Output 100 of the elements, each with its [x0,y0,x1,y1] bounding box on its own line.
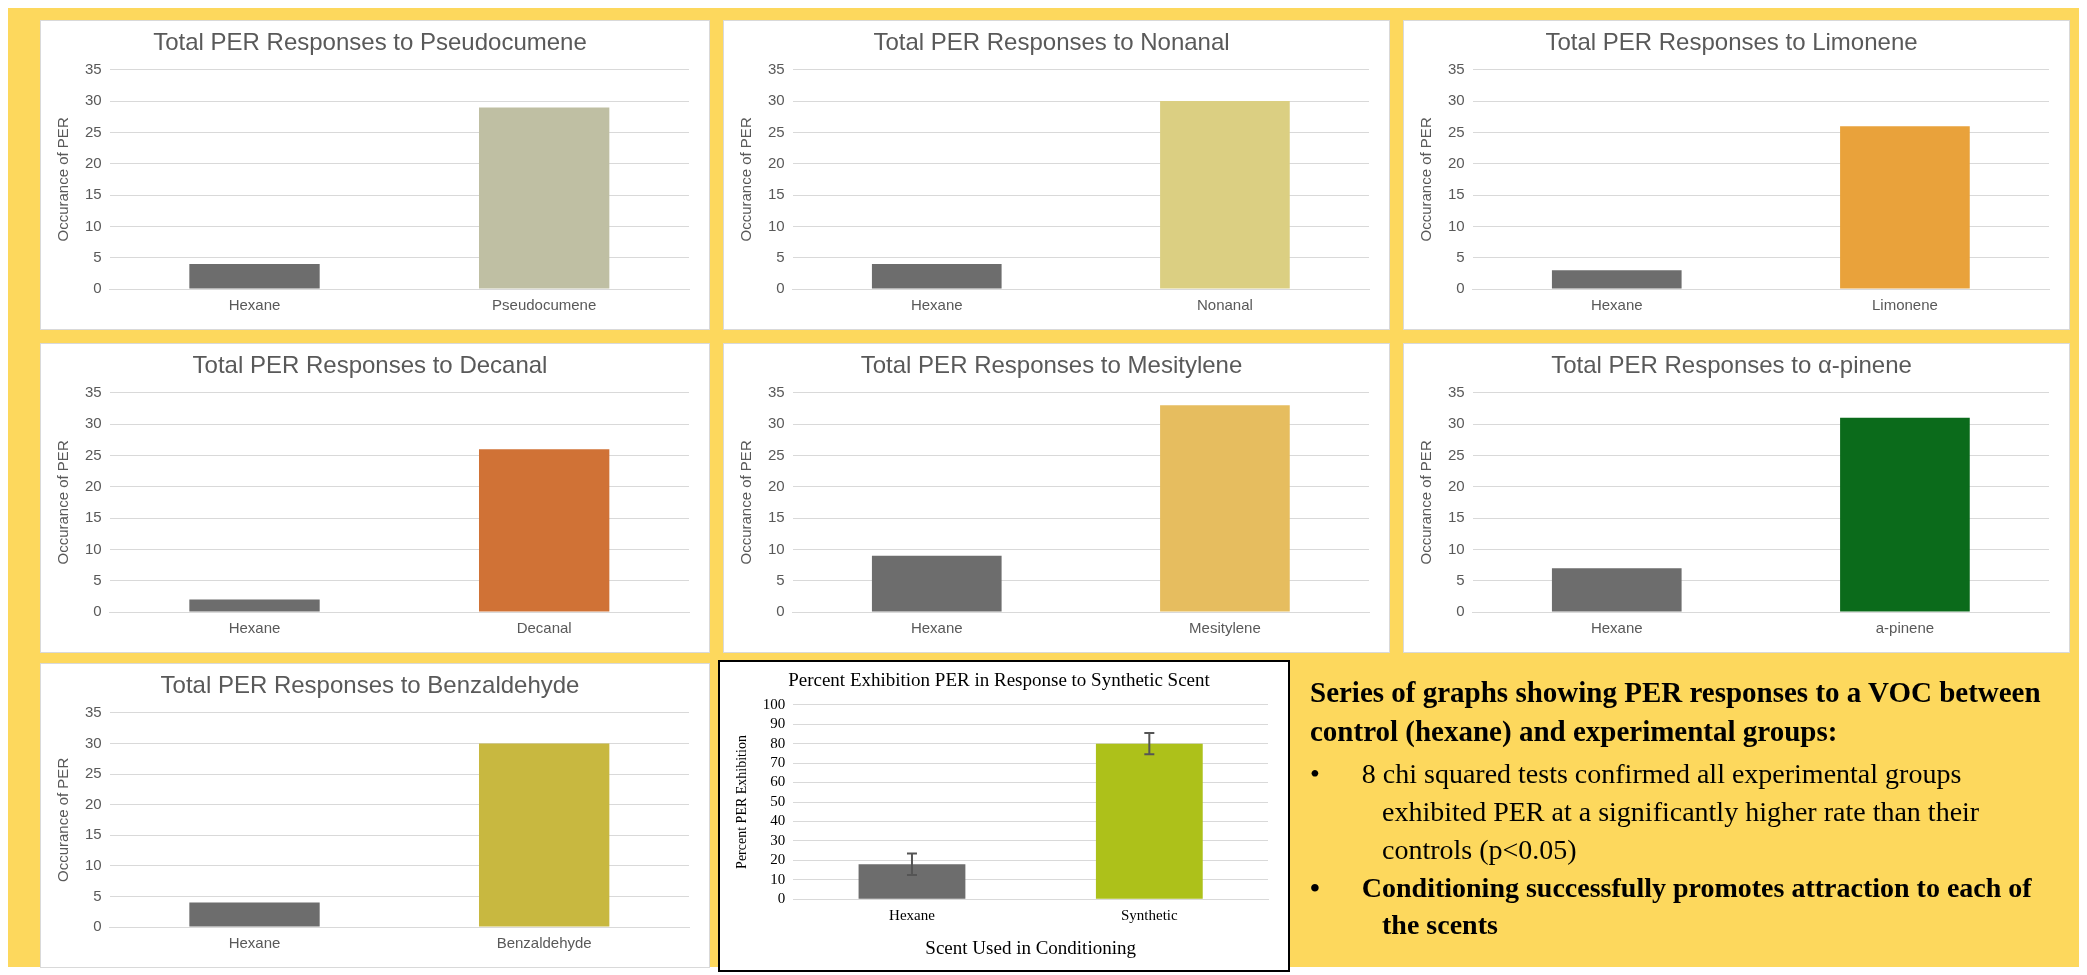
y-tick-label: 10 [85,855,102,873]
y-tick-label: 10 [1448,539,1465,557]
y-tick-label: 20 [770,851,786,868]
y-axis-title: Occurance of PER [54,757,72,883]
y-tick-label: 20 [768,476,785,494]
chart-title: Total PER Responses to Decanal [192,351,548,379]
y-tick-label: 25 [1448,445,1465,463]
x-tick-label: Pseudocumene [492,296,597,314]
y-tick-label: 0 [776,279,785,297]
y-axis-title: Occurance of PER [1417,117,1435,242]
y-tick-label: 0 [1456,279,1465,297]
y-tick-label: 25 [768,445,785,463]
y-tick-label: 10 [770,870,786,887]
y-tick-label: 5 [1456,570,1465,588]
y-tick-label: 15 [85,508,102,526]
y-tick-label: 30 [768,91,785,109]
y-tick-label: 90 [770,715,786,732]
y-tick-label: 0 [93,279,102,297]
y-tick-label: 50 [770,792,786,809]
text: • 8 chi squared tests confirmed all experimental groups exhibited PER at a significantly higher rate than their controls (p<0.05) [1310,757,1981,867]
x-axis-title: Scent Used in Conditioning [925,936,1137,958]
y-axis-title: Occurance of PER [54,440,72,565]
chart-title: Total PER Responses to Pseudocumene [153,28,587,56]
chart-title: Total PER Responses to Mesitylene [860,351,1243,379]
y-tick-label: 10 [768,216,785,234]
y-tick-label: 15 [1448,185,1465,203]
text: • Conditioning successfully promotes attraction to each of the scents [1310,870,2033,943]
y-axis-title: Occurance of PER [737,117,755,242]
x-tick-label: Mesitylene [1189,619,1261,637]
y-tick-label: 0 [93,917,102,935]
y-tick-label: 20 [85,794,102,812]
y-tick-label: 30 [1448,414,1465,432]
x-tick-label: Limonene [1871,296,1938,314]
y-tick-label: 5 [776,570,785,588]
y-tick-label: 25 [85,122,102,140]
y-tick-label: 30 [85,414,102,432]
y-tick-label: 15 [85,185,102,203]
y-tick-label: 40 [770,812,786,829]
y-tick-label: 20 [1448,153,1465,171]
chart-title: Percent Exhibition PER in Response to Synthetic Scent [788,669,1211,691]
chart-title: Total PER Responses to Nonanal [873,28,1230,56]
y-tick-label: 35 [768,382,785,400]
y-tick-label: 35 [85,59,102,77]
y-tick-label: 0 [776,602,785,620]
x-tick-label: Decanal [516,619,572,637]
y-tick-label: 0 [93,602,102,620]
y-tick-label: 35 [1448,382,1465,400]
y-tick-label: 5 [776,247,785,265]
y-tick-label: 5 [93,886,102,904]
y-tick-label: 5 [93,247,102,265]
y-axis-title: Percent PER Exhibition [734,735,750,869]
y-tick-label: 100 [762,695,786,712]
y-tick-label: 10 [85,216,102,234]
text: Series of graphs showing PER responses to a VOC between control (hexane) and experimental groups: [1310,675,2042,750]
y-tick-label: 35 [85,702,102,720]
y-tick-label: 20 [1448,476,1465,494]
x-tick-label: Nonanal [1196,296,1253,314]
y-tick-label: 25 [85,764,102,782]
x-tick-label: Hexane [1590,619,1643,637]
y-tick-label: 70 [770,754,786,771]
y-tick-label: 35 [85,382,102,400]
x-tick-label: Synthetic [1120,907,1178,924]
x-tick-label: a-pinene [1875,619,1935,637]
y-tick-label: 20 [85,153,102,171]
y-tick-label: 25 [85,445,102,463]
y-tick-label: 10 [85,539,102,557]
y-tick-label: 5 [93,570,102,588]
x-tick-label: Hexane [228,296,281,314]
y-tick-label: 0 [777,890,786,907]
y-tick-label: 35 [768,59,785,77]
x-tick-label: Hexane [889,907,936,924]
y-tick-label: 60 [770,773,786,790]
x-tick-label: Benzaldehyde [496,934,592,952]
y-axis-title: Occurance of PER [1417,440,1435,565]
y-tick-label: 15 [85,825,102,843]
y-tick-label: 80 [770,734,786,751]
y-tick-label: 30 [1448,91,1465,109]
y-tick-label: 10 [768,539,785,557]
y-tick-label: 25 [1448,122,1465,140]
y-tick-label: 15 [1448,508,1465,526]
x-tick-label: Hexane [910,619,963,637]
y-tick-label: 0 [1456,602,1465,620]
y-tick-label: 15 [768,508,785,526]
y-tick-label: 10 [1448,216,1465,234]
x-tick-label: Hexane [1590,296,1643,314]
y-tick-label: 30 [85,91,102,109]
y-tick-label: 5 [1456,247,1465,265]
x-tick-label: Hexane [910,296,963,314]
y-tick-label: 30 [85,733,102,751]
y-tick-label: 15 [768,185,785,203]
chart-title: Total PER Responses to Limonene [1545,28,1918,56]
chart-title: Total PER Responses to α-pinene [1551,351,1912,379]
x-tick-label: Hexane [228,619,281,637]
chart-title: Total PER Responses to Benzaldehyde [160,671,580,699]
y-tick-label: 35 [1448,59,1465,77]
y-tick-label: 25 [768,122,785,140]
x-tick-label: Hexane [228,934,281,952]
y-tick-label: 20 [768,153,785,171]
y-axis-title: Occurance of PER [54,117,72,242]
y-tick-label: 20 [85,476,102,494]
